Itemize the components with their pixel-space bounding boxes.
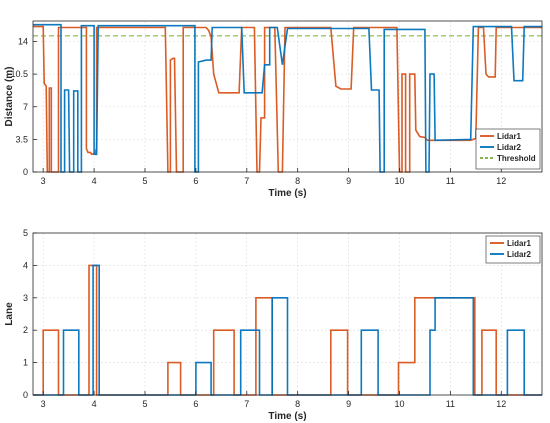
distance-x-tick-label: 9 xyxy=(346,176,351,186)
distance-y-tick-label: 14 xyxy=(18,37,28,47)
distance-grid xyxy=(33,21,542,173)
distance-x-tick-label: 11 xyxy=(446,176,455,186)
lane-y-tick-label: 0 xyxy=(23,390,28,400)
lane-x-tick-label: 10 xyxy=(394,399,404,409)
lane-y-tick-label: 1 xyxy=(23,358,28,368)
lane-y-tick-label: 4 xyxy=(23,260,28,270)
lane-legend: Lidar1 Lidar2 xyxy=(485,235,541,264)
lane-x-tick-label: 11 xyxy=(446,399,455,409)
lane-plot-frame xyxy=(32,232,543,396)
distance-legend-label: Lidar1 xyxy=(497,132,522,141)
lane-x-tick-label: 5 xyxy=(142,399,147,409)
lane-series-lidar2-line xyxy=(33,264,542,396)
distance-y-tick-label: 0 xyxy=(23,167,28,177)
lane-legend-box xyxy=(485,235,541,264)
lane-series xyxy=(33,264,542,396)
distance-legend-label: Lidar2 xyxy=(497,143,522,152)
distance-chart: 3 4 5 6 7 8 9 10 11 12 0 3.5 7 10.5 14 Time (s) Distan… xyxy=(4,20,543,199)
distance-series-lidar2-line xyxy=(33,23,542,173)
distance-y-tick-label: 10.5 xyxy=(10,69,28,79)
distance-x-tick-label: 3 xyxy=(41,176,46,186)
lane-x-tick-label: 4 xyxy=(92,399,97,409)
lane-x-tick-label: 9 xyxy=(346,399,351,409)
lane-series-lidar1-line xyxy=(33,264,542,396)
lane-x-axis-label: Time (s) xyxy=(268,411,306,422)
distance-series xyxy=(33,23,542,173)
distance-x-tick-label: 4 xyxy=(92,176,97,186)
distance-x-tick-label: 8 xyxy=(295,176,300,186)
distance-y-axis-label: Distance (m) xyxy=(4,66,15,126)
distance-x-tick-label: 7 xyxy=(244,176,249,186)
lane-x-tick-label: 3 xyxy=(41,399,46,409)
lane-y-axis-label: Lane xyxy=(4,302,15,326)
distance-legend-label: Threshold xyxy=(497,154,536,163)
lane-y-tick-label: 3 xyxy=(23,293,28,303)
lane-legend-label: Lidar1 xyxy=(507,239,532,248)
lane-y-tick-label: 5 xyxy=(23,228,28,238)
distance-x-tick-label: 12 xyxy=(496,176,506,186)
lane-x-tick-label: 7 xyxy=(244,399,249,409)
lane-x-tick-label: 6 xyxy=(193,399,198,409)
distance-y-tick-label: 3.5 xyxy=(15,134,28,144)
lane-y-tick-label: 2 xyxy=(23,325,28,335)
distance-legend: Lidar1 Lidar2 Threshold xyxy=(475,128,541,170)
distance-x-tick-label: 10 xyxy=(394,176,404,186)
lane-x-tick-label: 8 xyxy=(295,399,300,409)
distance-x-axis-label: Time (s) xyxy=(268,188,306,199)
lane-x-tick-label: 12 xyxy=(496,399,506,409)
distance-x-tick-label: 5 xyxy=(142,176,147,186)
distance-ticks: 3 4 5 6 7 8 9 10 11 12 0 3.5 7 10.5 14 xyxy=(10,37,506,186)
distance-x-tick-label: 6 xyxy=(193,176,198,186)
distance-plot-frame xyxy=(32,20,543,173)
lane-legend-label: Lidar2 xyxy=(507,250,532,259)
distance-y-tick-label: 7 xyxy=(23,102,28,112)
distance-series-lidar1-line xyxy=(33,25,542,173)
